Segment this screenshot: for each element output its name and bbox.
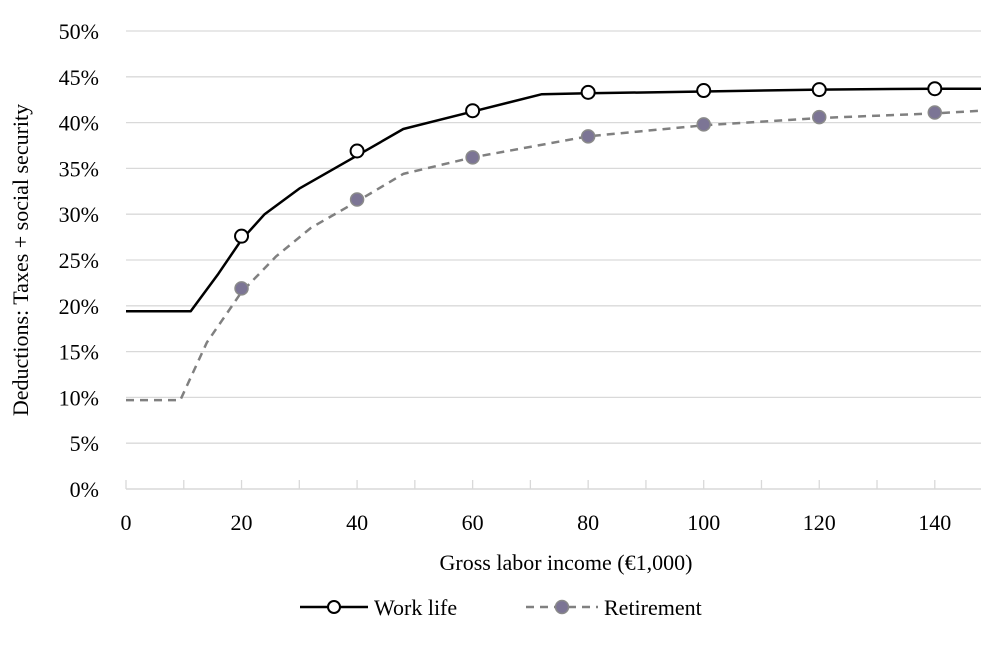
data-point-work-life [811,82,827,98]
legend-item-work-life: Work life [300,595,457,620]
data-point-work-life [580,84,596,100]
y-tick-label: 20% [59,294,99,319]
series-lines [126,87,982,402]
y-tick-label: 35% [59,156,99,181]
series-line-work-life [126,87,981,313]
data-point-retirement [349,192,365,207]
y-tick-label: 40% [59,111,99,136]
x-axis-title: Gross labor income (€1,000) [440,550,693,575]
x-tick-label: 20 [231,510,253,535]
y-tick-label: 10% [59,385,99,410]
y-tick-label: 5% [70,431,99,456]
series-markers [234,81,943,296]
y-tick-label: 0% [70,477,99,502]
legend-label-retirement: Retirement [604,595,702,620]
series-line-retirement [126,109,982,402]
x-tick-label: 100 [687,510,720,535]
y-tick-label: 50% [59,19,99,44]
y-axis-title: Deductions: Taxes + social security [8,104,33,416]
data-point-retirement [465,150,480,165]
x-tick-label: 140 [918,510,951,535]
legend-label-work-life: Work life [374,595,457,620]
data-point-retirement [580,129,596,144]
y-tick-label: 25% [59,248,99,273]
data-point-retirement [696,117,711,132]
x-axis-ticks: 0 20 40 60 80 100 120 140 [121,510,952,535]
legend-marker-work-life [327,600,341,614]
y-tick-label: 45% [59,65,99,90]
gridlines [126,30,981,444]
data-point-work-life [234,228,250,244]
axes [125,480,981,490]
data-point-work-life [465,103,481,119]
data-point-work-life [927,81,943,97]
y-axis-ticks: 0% 5% 10% 15% 20% 25% 30% 35% 40% 45% 50% [59,19,99,502]
data-point-retirement [927,105,943,120]
legend-marker-retirement [554,599,570,615]
legend-item-retirement: Retirement [526,595,702,620]
x-tick-label: 120 [803,510,836,535]
x-tick-label: 60 [462,510,484,535]
x-tick-label: 0 [121,510,132,535]
data-point-retirement [811,109,827,125]
y-tick-label: 30% [59,202,99,227]
x-tick-label: 40 [346,510,368,535]
data-point-work-life [349,143,365,159]
data-point-retirement [234,281,249,296]
y-tick-label: 15% [59,340,99,365]
x-tick-label: 80 [577,510,599,535]
legend: Work life Retirement [300,595,702,620]
data-point-work-life [696,83,712,99]
